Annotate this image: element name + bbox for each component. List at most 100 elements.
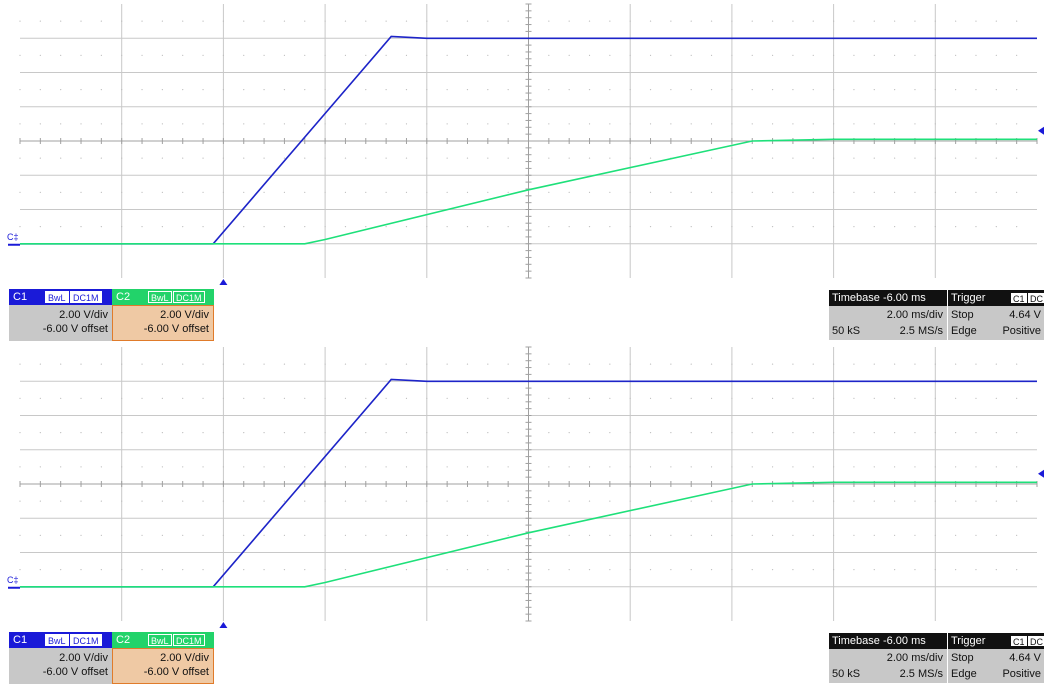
grid-dot (751, 89, 753, 91)
grid-dot (914, 20, 916, 22)
grid-dot (548, 397, 550, 399)
grid-dot (161, 89, 163, 91)
grid-dot (507, 363, 509, 365)
grid-dot (405, 500, 408, 502)
timebase-box[interactable]: Timebase -6.00 ms 2.00 ms/div 50 kS 2.5 … (829, 633, 947, 683)
grid-dot (588, 534, 591, 536)
grid-dot (955, 20, 957, 22)
grid-dot (243, 432, 245, 434)
grid-dot (873, 569, 875, 571)
trigger-source-chip: C1 (1010, 635, 1028, 647)
grid-dot (609, 157, 611, 159)
grid-dot (853, 500, 855, 502)
timebase-settings: 2.00 ms/div 50 kS 2.5 MS/s (829, 306, 947, 340)
grid-dot (995, 363, 997, 365)
grid-dot (263, 54, 265, 56)
grid-dot (995, 191, 997, 193)
grid-dot (751, 157, 753, 159)
grid-dot (609, 500, 611, 502)
grid-dot (1016, 466, 1018, 468)
grid-dot (222, 466, 224, 468)
channel-1-settings: 2.00 V/div -6.00 V offset (9, 305, 112, 341)
grid-dot (649, 157, 652, 159)
grid-dot (466, 226, 469, 228)
grid-dot (263, 191, 265, 193)
grid-dot (914, 363, 916, 365)
grid-dot (426, 466, 428, 468)
grid-dot (568, 397, 570, 399)
grid-dot (914, 54, 916, 56)
grid-dot (344, 500, 347, 502)
grid-dot (548, 54, 550, 56)
grid-dot (955, 89, 957, 91)
grid-dot (588, 466, 591, 468)
grid-dot (202, 466, 204, 468)
grid-dot (466, 363, 469, 365)
grid-dot (222, 191, 224, 193)
grid-dot (629, 191, 631, 193)
grid-dot (629, 89, 631, 91)
trigger-box[interactable]: Trigger C1 DC Stop 4.64 V Edge Positive (948, 290, 1044, 340)
scope-panel-1: C‡ C1 BwL DC1M 2.00 V/div -6.00 V offset… (7, 3, 1044, 341)
grid-dot (365, 20, 367, 22)
grid-dot (446, 54, 448, 56)
trigger-title: Trigger (951, 292, 986, 304)
grid-dot (1016, 432, 1018, 434)
grid-dot (548, 432, 550, 434)
grid-dot (100, 466, 102, 468)
grid-dot (812, 397, 814, 399)
grid-dot (649, 123, 652, 125)
grid-dot (548, 123, 550, 125)
grid-dot (365, 432, 367, 434)
grid-dot (161, 363, 163, 365)
grid-dot (161, 397, 163, 399)
grid-dot (1016, 534, 1018, 536)
grid-dot (751, 191, 753, 193)
grid-dot (873, 20, 875, 22)
grid-dot (141, 157, 143, 159)
grid-dot (283, 397, 286, 399)
channel-2-volts-div: 2.00 V/div (160, 652, 209, 664)
grid-dot (873, 363, 875, 365)
grid-dot (771, 89, 774, 91)
grid-dot (344, 20, 347, 22)
grid-dot (446, 534, 448, 536)
grid-dot (792, 191, 794, 193)
grid-dot (141, 466, 143, 468)
channel-1-box[interactable]: C1 BwL DC1M 2.00 V/div -6.00 V offset (9, 289, 112, 341)
grid-dot (792, 363, 794, 365)
grid-dot (202, 54, 204, 56)
grid-dot (100, 157, 102, 159)
grid-dot (161, 157, 163, 159)
grid-dot (629, 397, 631, 399)
grid-dot (934, 397, 936, 399)
grid-dot (507, 123, 509, 125)
grid-dot (263, 363, 265, 365)
grid-dot (975, 123, 977, 125)
grid-dot (80, 20, 82, 22)
channel-2-box[interactable]: C2 BwL DC1M 2.00 V/div -6.00 V offset (112, 632, 214, 684)
grid-dot (731, 466, 733, 468)
grid-dot (80, 89, 82, 91)
grid-dot (80, 569, 82, 571)
timebase-rate: 2.5 MS/s (899, 325, 943, 337)
grid-dot (426, 569, 428, 571)
grid-dot (19, 89, 21, 91)
grid-dot (710, 500, 713, 502)
timebase-box[interactable]: Timebase -6.00 ms 2.00 ms/div 50 kS 2.5 … (829, 290, 947, 340)
grid-dot (873, 534, 875, 536)
grid-dot (710, 569, 713, 571)
grid-dot (304, 123, 306, 125)
trigger-box[interactable]: Trigger C1 DC Stop 4.64 V Edge Positive (948, 633, 1044, 683)
grid-dot (19, 569, 21, 571)
grid-dot (39, 500, 41, 502)
grid-dot (751, 569, 753, 571)
waveform-display-2: C‡ (0, 343, 1044, 630)
channel-1-box[interactable]: C1 BwL DC1M 2.00 V/div -6.00 V offset (9, 632, 112, 684)
grid-dot (934, 226, 936, 228)
channel-1-volts-div: 2.00 V/div (59, 652, 108, 664)
grid-dot (833, 54, 835, 56)
channel-2-box[interactable]: C2 BwL DC1M 2.00 V/div -6.00 V offset (112, 289, 214, 341)
grid-dot (60, 534, 62, 536)
grid-dot (324, 54, 326, 56)
